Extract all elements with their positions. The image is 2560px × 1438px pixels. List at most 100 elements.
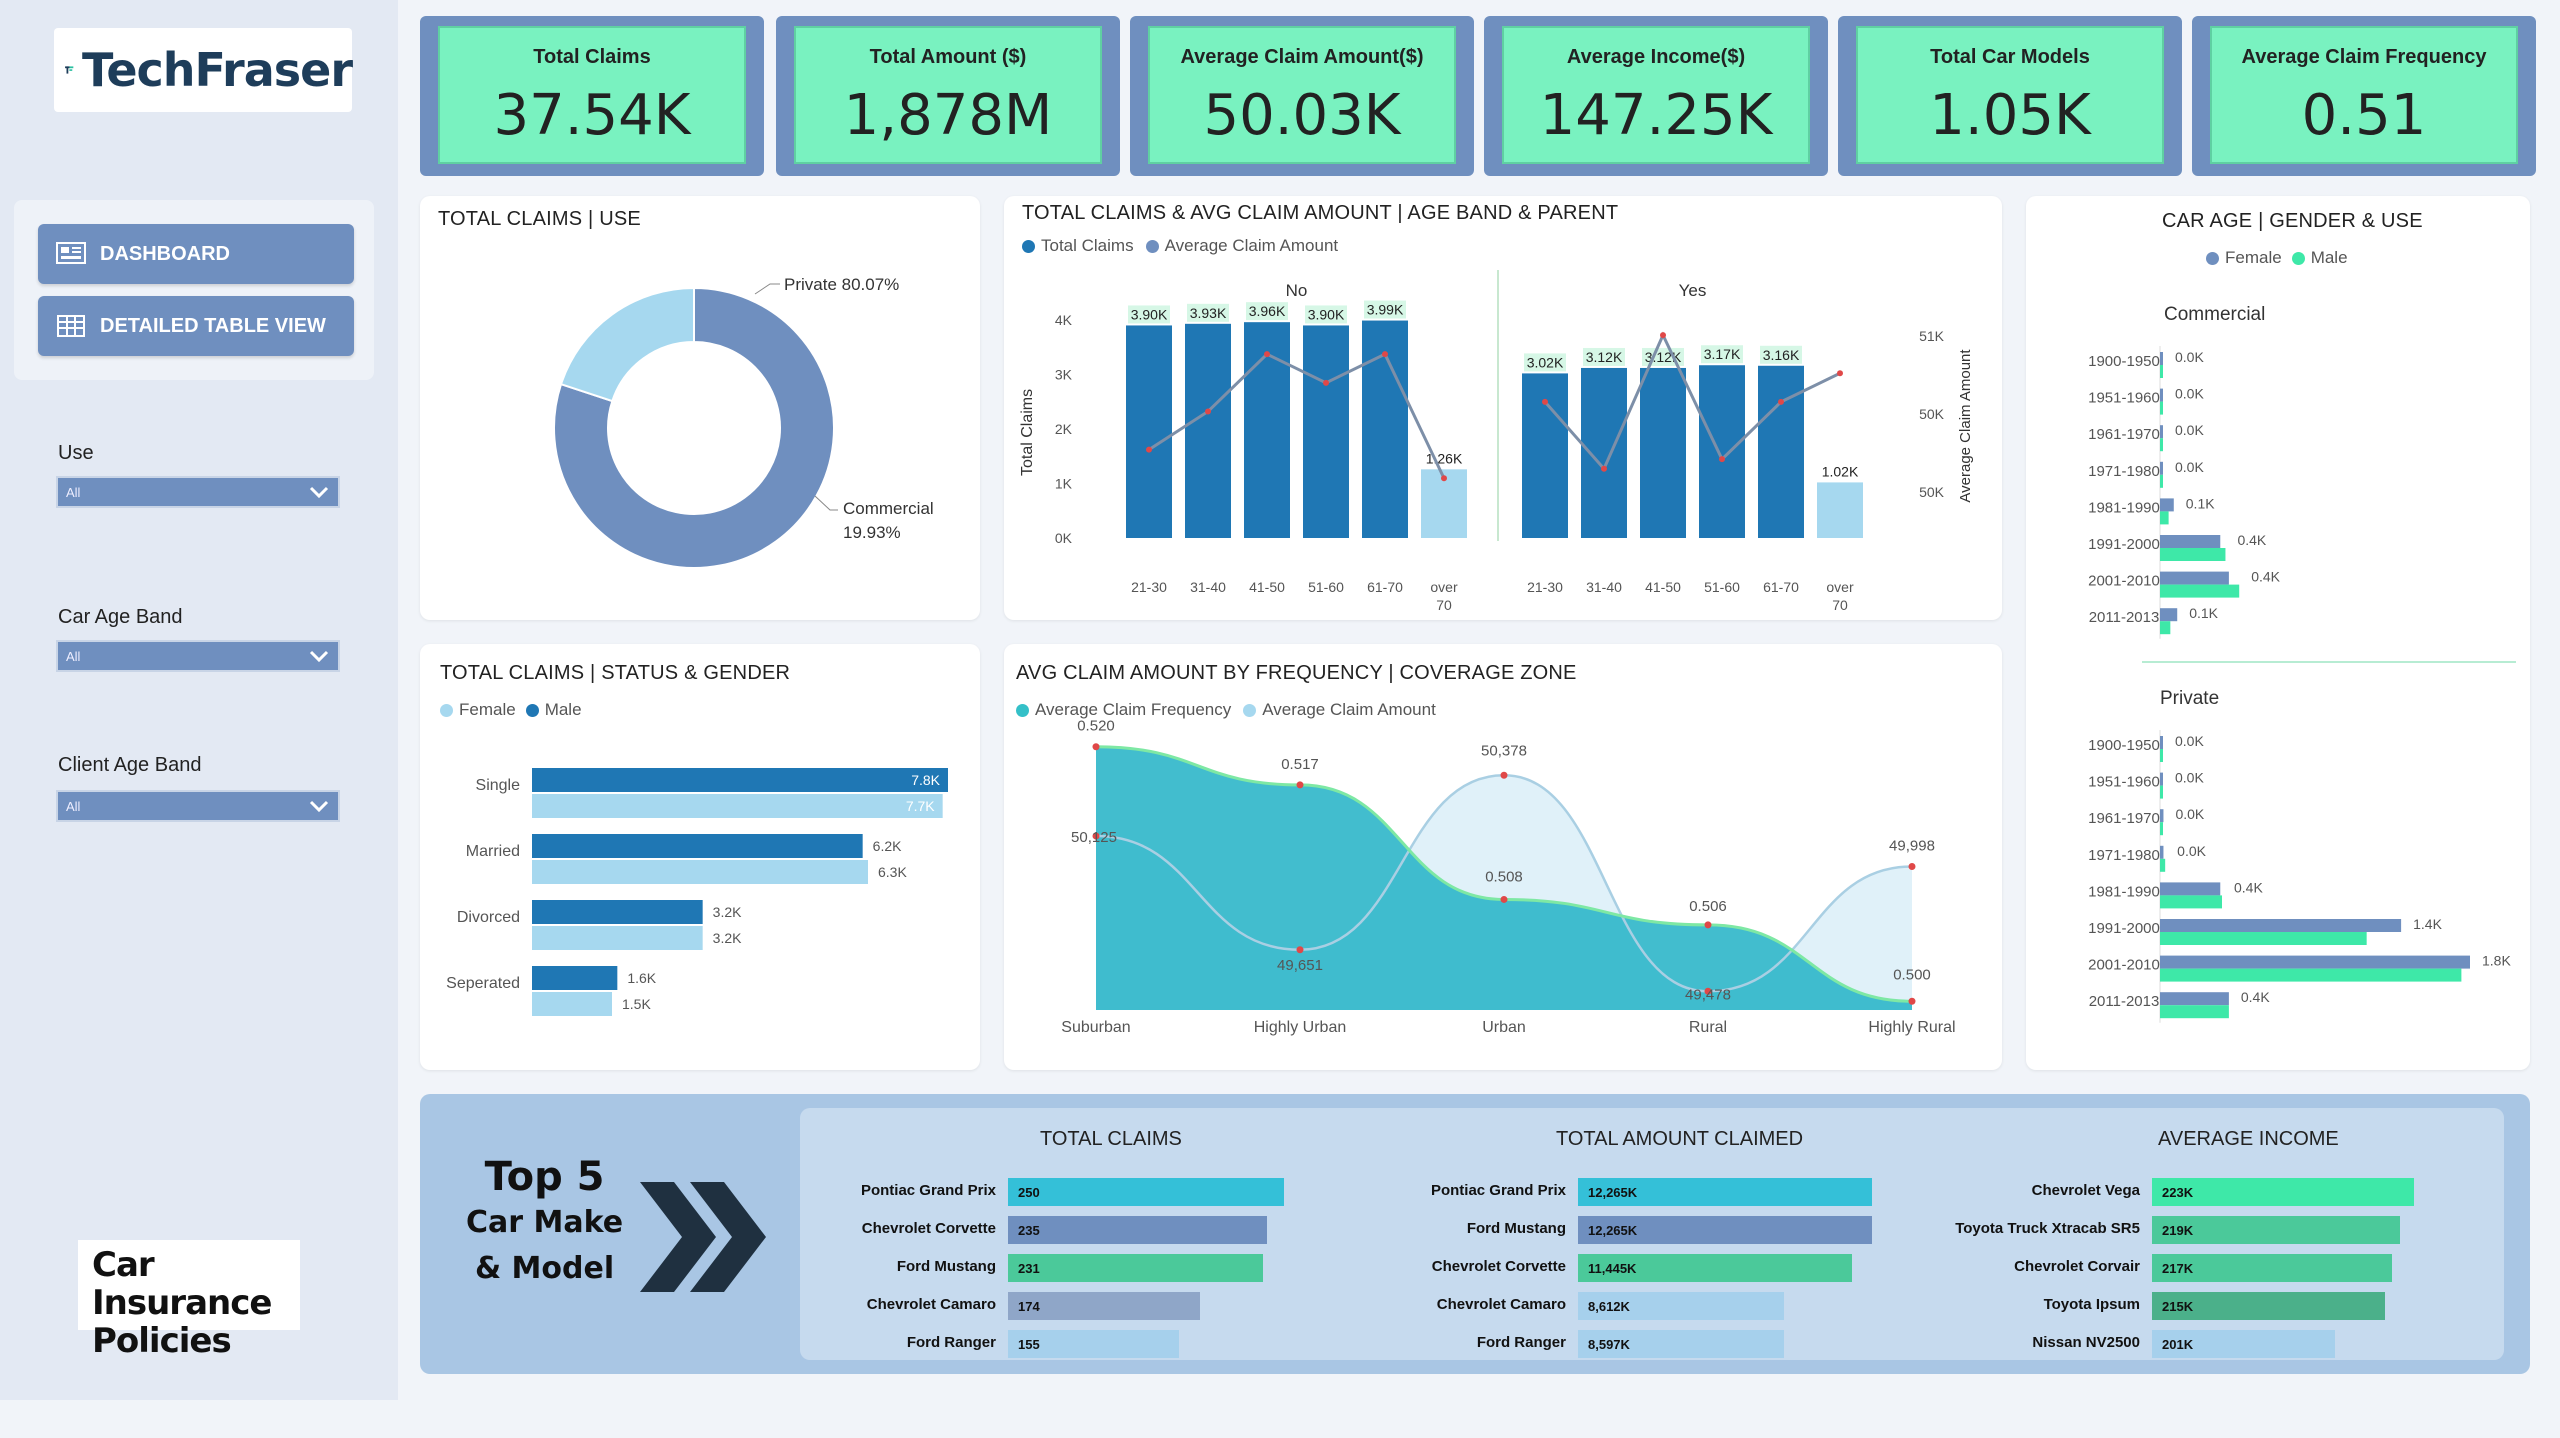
- chevron-down-icon: [309, 486, 329, 499]
- bar-female: [2160, 992, 2229, 1006]
- bar-value-label: 3.16K: [1763, 347, 1800, 363]
- coverage-zone-category-label: Highly Urban: [1254, 1019, 1346, 1036]
- top5-bar: 8,612K: [1578, 1292, 1784, 1320]
- bar-value-label: 1.02K: [1822, 463, 1859, 479]
- car-age-value-label: 0.0K: [2175, 349, 2204, 365]
- x-tick-label: 41-50: [1249, 579, 1285, 595]
- bar-value-label: 6.3K: [878, 864, 907, 880]
- donut-label-private: Private 80.07%: [784, 275, 899, 294]
- top5-row-label: Chevrolet Vega: [2031, 1182, 2140, 1199]
- detailed-table-view-button[interactable]: DETAILED TABLE VIEW: [38, 296, 354, 356]
- line-point-avg-claim-amount: [1323, 379, 1329, 386]
- top5-row-label: Chevrolet Corvette: [861, 1220, 996, 1237]
- top5-bar: 215K: [2152, 1292, 2385, 1320]
- coverage-zone-category-label: Rural: [1689, 1019, 1727, 1036]
- point-avg-claim-frequency: [1908, 997, 1916, 1005]
- legend-avg-amount: Average Claim Amount: [1164, 236, 1339, 255]
- age-band-legend: Total Claims Average Claim Amount: [1022, 236, 1338, 256]
- top5-row-label: Pontiac Grand Prix: [1430, 1182, 1566, 1199]
- line-point-avg-claim-amount: [1601, 465, 1607, 472]
- y-tick-label: 3K: [1055, 367, 1073, 383]
- bar-value-label: 6.2K: [873, 838, 902, 854]
- use-donut-chart: Private 80.07% Commercial 19.93%: [553, 275, 934, 569]
- x-tick-label: 21-30: [1131, 579, 1167, 595]
- status-category-label: Single: [476, 777, 521, 794]
- age-band-chart: Total Claims 4K 3K 2K 1K 0K Average Claim Amou…: [1019, 270, 1974, 613]
- group-label-no: No: [1286, 281, 1308, 300]
- bar-male: [2160, 858, 2166, 872]
- bar-male: [2160, 932, 2367, 945]
- use-filter-label: Use: [58, 442, 94, 464]
- top5-bar: 223K: [2152, 1178, 2414, 1206]
- x-tick-label: 70: [1436, 597, 1452, 613]
- brand-name: TechFraser: [82, 43, 353, 97]
- x-tick-label: 61-70: [1763, 579, 1799, 595]
- bar-total-claims: [1699, 365, 1745, 538]
- use-donut-title: TOTAL CLAIMS | USE: [438, 208, 641, 230]
- car-age-value-label: 0.0K: [2175, 770, 2204, 786]
- use-filter-select[interactable]: All: [56, 476, 340, 508]
- bar-female: [2160, 882, 2221, 896]
- bar-male: [2160, 511, 2169, 525]
- line-point-avg-claim-amount: [1542, 398, 1548, 405]
- bar-female: [532, 926, 703, 950]
- legend-male: Male: [2310, 248, 2348, 267]
- bar-male: [532, 834, 863, 858]
- x-tick-label: 51-60: [1308, 579, 1344, 595]
- car-age-legend: Female Male: [2206, 248, 2348, 268]
- frequency-value-label: 0.508: [1485, 868, 1523, 885]
- car-age-category-label: 1951-1960: [2088, 774, 2160, 791]
- car-age-category-label: 2001-2010: [2088, 573, 2160, 590]
- bar-label-background: [1760, 345, 1802, 364]
- legend-female: Female: [459, 700, 516, 719]
- bar-label-background: [1364, 300, 1406, 319]
- bar-male: [2160, 365, 2163, 378]
- top5-row-label: Ford Mustang: [896, 1258, 996, 1275]
- car-age-category-label: 1971-1980: [2088, 847, 2160, 864]
- client-age-band-filter-label: Client Age Band: [58, 754, 202, 776]
- client-age-band-filter-select[interactable]: All: [56, 790, 340, 822]
- bar-female: [2160, 845, 2164, 859]
- age-band-title: TOTAL CLAIMS & AVG CLAIM AMOUNT | AGE BA…: [1022, 202, 1619, 224]
- dashboard-button[interactable]: DASHBOARD: [38, 224, 354, 284]
- x-tick-label: 51-60: [1704, 579, 1740, 595]
- car-age-category-label: 1961-1970: [2088, 426, 2160, 443]
- point-avg-claim-frequency: [1296, 781, 1304, 789]
- car-age-category-label: 2011-2013: [2089, 609, 2160, 626]
- top5-header: TOTAL AMOUNT CLAIMED: [1556, 1128, 1804, 1150]
- top5-bar: 8,597K: [1578, 1330, 1784, 1358]
- top5-bar: 217K: [2152, 1254, 2392, 1282]
- legend-total-claims: Total Claims: [1041, 236, 1134, 255]
- top5-bar: 201K: [2152, 1330, 2335, 1358]
- car-age-value-label: 0.0K: [2175, 806, 2204, 822]
- kpi-card-inner: Total Claims 37.54K: [438, 26, 746, 164]
- car-age-category-label: 1991-2000: [2088, 920, 2160, 937]
- legend-dot-female: [2206, 251, 2219, 265]
- car-age-band-filter-select[interactable]: All: [56, 640, 340, 672]
- line-point-avg-claim-amount: [1778, 398, 1784, 405]
- x-tick-label: over: [1430, 579, 1458, 595]
- car-age-value-label: 0.4K: [2237, 532, 2266, 548]
- report-name: Car Insurance Policies: [78, 1240, 300, 1360]
- bar-total-claims: [1126, 325, 1172, 538]
- car-age-value-label: 0.0K: [2175, 733, 2204, 749]
- top5-bar: 11,445K: [1578, 1254, 1852, 1282]
- bar-male: [2160, 621, 2171, 635]
- car-age-chart: Commercial 1900-1950 0.0K 1951-1960 0.0K 1961…: [2088, 304, 2516, 1023]
- car-age-category-label: 1900-1950: [2088, 737, 2160, 754]
- legend-male: Male: [544, 700, 582, 719]
- y2-tick-label: 50K: [1919, 484, 1945, 500]
- coverage-zone-card: AVG CLAIM AMOUNT BY FREQUENCY | COVERAGE…: [1004, 644, 2002, 1070]
- legend-frequency: Average Claim Frequency: [1035, 700, 1232, 719]
- top5-title-line3: & Model: [474, 1251, 615, 1286]
- point-avg-claim-frequency: [1500, 895, 1508, 903]
- bar-value-label: 7.8K: [911, 772, 940, 788]
- detailed-table-view-label: DETAILED TABLE VIEW: [100, 314, 326, 337]
- point-avg-claim-amount: [1908, 862, 1916, 870]
- bar-female: [2160, 809, 2164, 823]
- kpi-card: Average Income($) 147.25K: [1484, 16, 1828, 176]
- leader-line-commercial: [814, 495, 838, 511]
- line-point-avg-claim-amount: [1146, 446, 1152, 453]
- y-tick-label: 4K: [1055, 312, 1073, 328]
- point-avg-claim-amount: [1704, 987, 1712, 995]
